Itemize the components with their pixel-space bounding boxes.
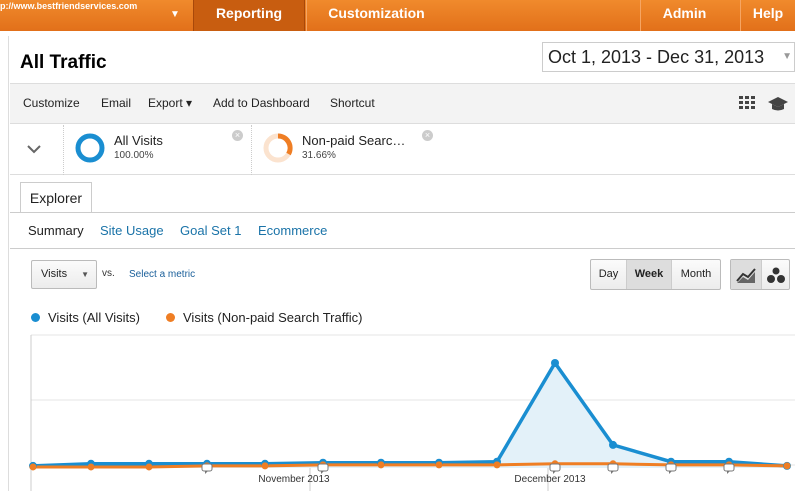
visits-line-chart[interactable]: November 2013 December 2013	[0, 330, 795, 491]
top-nav-bar: p://www.bestfriendservices.com ▼ Reporti…	[0, 0, 795, 31]
data-point[interactable]	[435, 461, 443, 469]
report-toolbar: Customize Email Export ▾ Add to Dashboar…	[10, 83, 795, 124]
tab-admin[interactable]: Admin	[640, 0, 728, 31]
day-button[interactable]: Day	[598, 268, 619, 280]
series-area-all-visits	[33, 363, 787, 468]
tab-help[interactable]: Help	[740, 0, 795, 31]
annotation-icon[interactable]	[201, 463, 213, 474]
data-point[interactable]	[783, 462, 791, 470]
tab-customization[interactable]: Customization	[306, 0, 446, 31]
series-line-non-paid-search	[33, 462, 788, 469]
tab-reporting[interactable]: Reporting	[193, 0, 305, 31]
close-icon[interactable]: ×	[422, 130, 433, 141]
subtab-summary[interactable]: Summary	[28, 223, 84, 238]
legend-dot	[31, 313, 40, 322]
line-chart-button[interactable]	[731, 260, 761, 289]
series-line-all-visits	[32, 359, 788, 468]
week-button[interactable]: Week	[626, 260, 671, 289]
metric-select-label: Visits	[41, 268, 68, 280]
explorer-subtabs: Summary Site Usage Goal Set 1 Ecommerce	[0, 223, 795, 239]
segment-percent: 31.66%	[302, 150, 336, 161]
legend-item-non-paid-search: Visits (Non-paid Search Traffic)	[166, 310, 362, 325]
date-range-label: Oct 1, 2013 - Dec 31, 2013	[548, 47, 765, 67]
graduation-cap-icon[interactable]	[767, 95, 789, 113]
subtab-goal-set-1[interactable]: Goal Set 1	[180, 223, 242, 238]
segment-all-visits[interactable]: All Visits 100.00% ×	[63, 125, 249, 175]
subtab-site-usage[interactable]: Site Usage	[100, 223, 164, 238]
segment-non-paid-search[interactable]: Non-paid Searc… 31.66% ×	[251, 125, 439, 175]
account-dropdown-icon[interactable]: ▼	[170, 9, 180, 20]
tab-explorer[interactable]: Explorer	[20, 182, 92, 213]
x-tick-label: November 2013	[258, 474, 330, 485]
left-divider	[8, 36, 9, 491]
chart-panel	[10, 248, 795, 491]
legend-label: Visits (All Visits)	[48, 310, 140, 325]
segment-name: All Visits	[114, 133, 163, 148]
metric-select[interactable]: Visits ▼	[31, 260, 97, 289]
customize-button[interactable]: Customize	[23, 96, 80, 110]
data-point[interactable]	[29, 463, 37, 471]
segment-name: Non-paid Searc…	[302, 133, 406, 148]
chart-type-buttons	[730, 259, 790, 290]
add-to-dashboard-button[interactable]: Add to Dashboard	[213, 96, 310, 110]
data-point[interactable]	[261, 462, 269, 470]
annotation-icon[interactable]	[607, 463, 619, 474]
segments-bar: All Visits 100.00% × Non-paid Searc… 31.…	[10, 125, 795, 175]
bubble-chart-icon	[766, 267, 785, 283]
data-point[interactable]	[145, 463, 153, 471]
annotation-icon[interactable]	[549, 463, 561, 474]
annotation-icon[interactable]	[723, 463, 735, 474]
shortcut-button[interactable]: Shortcut	[330, 96, 375, 110]
account-url[interactable]: p://www.bestfriendservices.com	[0, 1, 138, 11]
x-tick-label: December 2013	[514, 474, 586, 485]
legend-item-all-visits: Visits (All Visits)	[31, 310, 140, 325]
legend-label: Visits (Non-paid Search Traffic)	[183, 310, 363, 325]
tab-divider	[10, 212, 795, 213]
table-icon[interactable]	[738, 95, 758, 113]
data-point[interactable]	[493, 461, 501, 469]
chevron-down-icon[interactable]	[27, 144, 41, 154]
email-button[interactable]: Email	[101, 96, 132, 110]
select-metric-link[interactable]: Select a metric	[129, 269, 196, 280]
data-point[interactable]	[551, 359, 559, 367]
segment-percent: 100.00%	[114, 150, 154, 161]
data-point[interactable]	[609, 440, 617, 449]
bubble-chart-button[interactable]	[761, 260, 789, 289]
annotation-icon[interactable]	[317, 463, 329, 474]
chevron-down-icon: ▼	[782, 51, 792, 62]
segment-donut-icon	[75, 133, 105, 163]
granularity-buttons: Day Week Month	[590, 259, 721, 290]
chevron-down-icon: ▼	[81, 270, 89, 279]
annotation-icon[interactable]	[665, 463, 677, 474]
data-point[interactable]	[87, 463, 95, 471]
page-title: All Traffic	[20, 52, 107, 73]
legend-dot	[166, 313, 175, 322]
vs-label: vs.	[102, 268, 115, 279]
subtab-ecommerce[interactable]: Ecommerce	[258, 223, 328, 238]
close-icon[interactable]: ×	[232, 130, 243, 141]
line-chart-icon	[736, 268, 756, 283]
segment-donut-icon	[263, 133, 293, 163]
export-button[interactable]: Export ▾	[148, 96, 193, 110]
month-button[interactable]: Month	[671, 260, 720, 289]
date-range-picker[interactable]: Oct 1, 2013 - Dec 31, 2013 ▼	[542, 42, 795, 72]
data-point[interactable]	[377, 461, 385, 469]
